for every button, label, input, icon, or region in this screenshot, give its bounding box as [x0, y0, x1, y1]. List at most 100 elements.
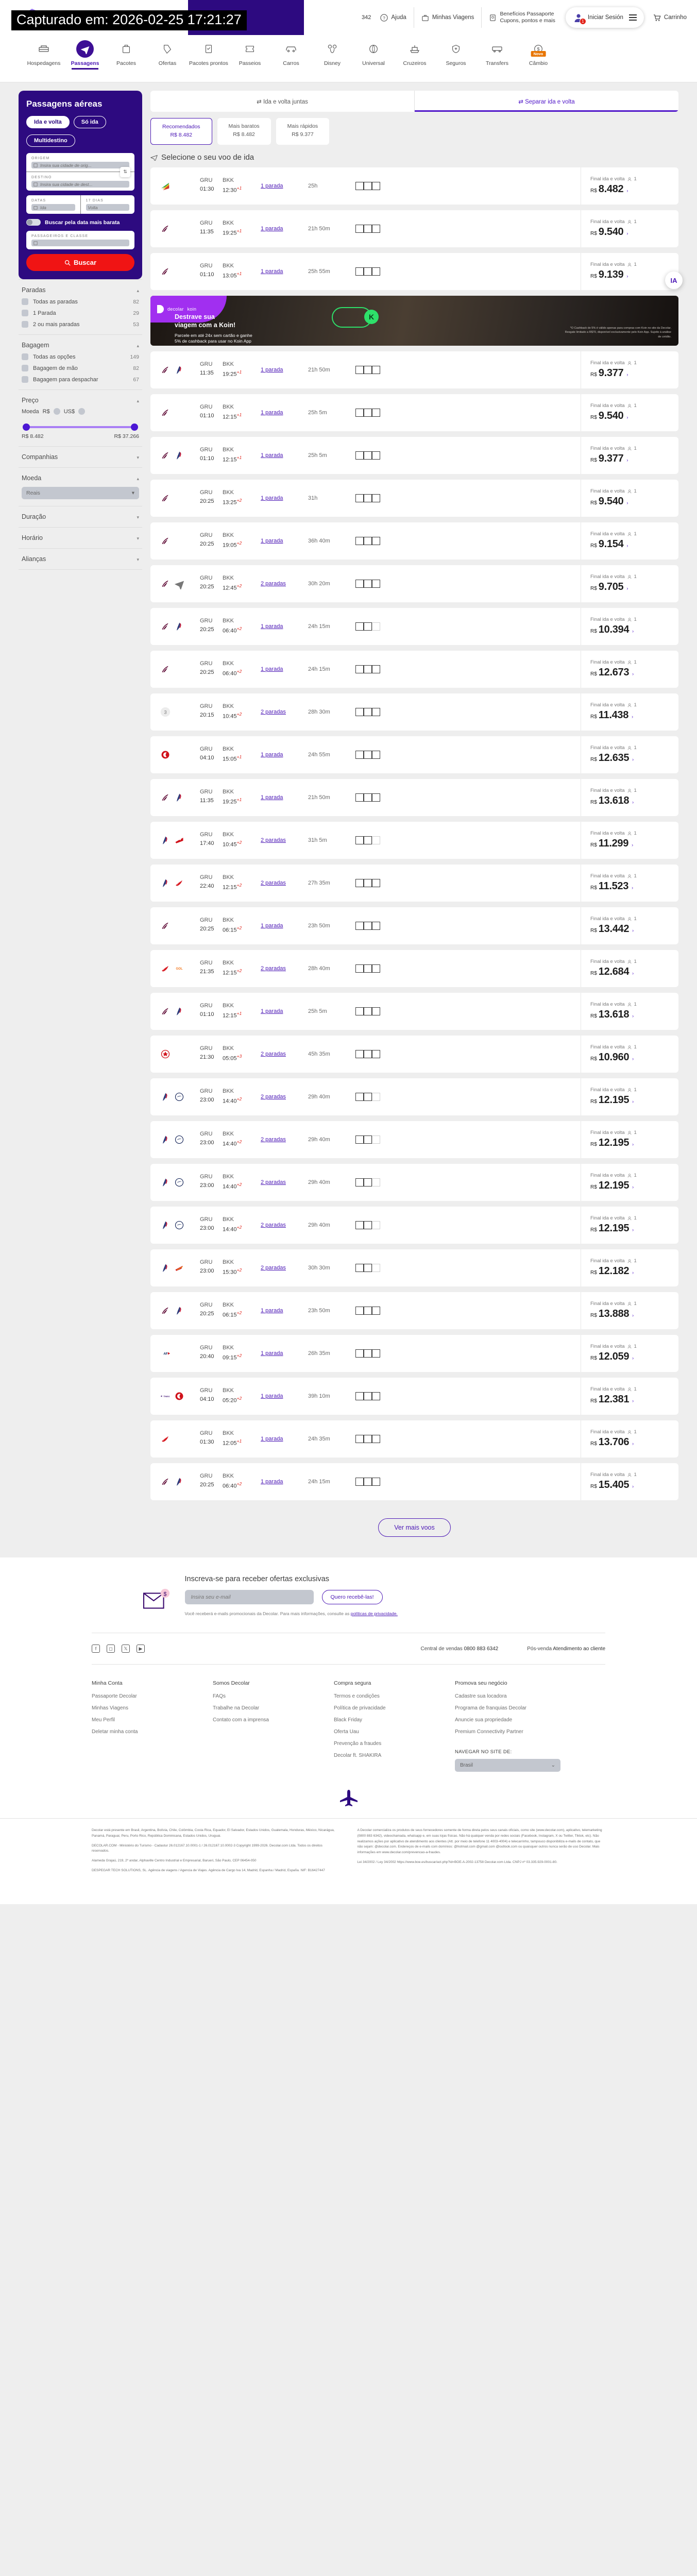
stops-link[interactable]: 1 parada — [261, 1393, 283, 1399]
sort-cheapest[interactable]: Mais baratos R$ 8.482 — [217, 118, 271, 145]
help-button[interactable]: ? Ajuda — [373, 7, 413, 28]
chevron-right-icon[interactable]: › — [632, 800, 634, 805]
search-button[interactable]: Buscar — [26, 254, 134, 271]
footer-link[interactable]: Cadastre sua locadora — [455, 1693, 507, 1700]
trip-type-oneway[interactable]: Só ida — [73, 116, 106, 128]
footer-link[interactable]: Passaporte Decolar — [92, 1693, 137, 1700]
filter-option[interactable]: Bagagem para despachar 67 — [22, 376, 139, 383]
flight-stops[interactable]: 2 paradas — [261, 837, 308, 843]
stops-link[interactable]: 1 parada — [261, 794, 283, 801]
flight-card[interactable]: GRU BKK 20:25 06:40+2 1 parada 24h 15m Final i… — [150, 650, 678, 688]
sort-recommended[interactable]: Recomendados R$ 8.482 — [150, 118, 212, 145]
nav-item-pacotes-prontos[interactable]: Pacotes prontos — [188, 37, 229, 67]
footer-link[interactable]: Trabalhe na Decolar — [213, 1705, 260, 1711]
currency-brl-radio[interactable] — [53, 408, 60, 415]
stops-link[interactable]: 1 parada — [261, 1435, 283, 1442]
checkbox[interactable] — [22, 353, 28, 360]
tab-roundtrip-together[interactable]: ⇄ Ida e volta juntas — [150, 91, 414, 112]
benefits-button[interactable]: Benefícios Passaporte Cupons, pontos e m… — [481, 7, 562, 28]
aftersale-link[interactable]: Atendimento ao cliente — [553, 1646, 605, 1652]
ai-assistant-button[interactable]: IA — [665, 272, 683, 289]
flight-stops[interactable]: 1 parada — [261, 1393, 308, 1399]
hamburger-menu-icon[interactable] — [628, 14, 637, 21]
privacy-policy-link[interactable]: políticas de privacidade. — [350, 1611, 398, 1616]
depart-date-field[interactable]: DATAS Ida — [26, 195, 80, 214]
chevron-right-icon[interactable]: › — [632, 842, 634, 848]
chevron-right-icon[interactable]: › — [632, 1441, 634, 1446]
flight-card[interactable]: GRU BKK 01:10 13:05+1 1 parada 25h 55m Final i… — [150, 252, 678, 290]
nav-item-disney[interactable]: Disney — [312, 37, 353, 67]
nav-item-passeios[interactable]: Passeios — [229, 37, 270, 67]
chevron-right-icon[interactable]: › — [626, 415, 628, 420]
checkbox[interactable] — [22, 365, 28, 371]
twitter-icon[interactable]: 𝕏 — [122, 1645, 130, 1653]
flight-card[interactable]: GRU BKK 22:40 12:15+2 2 paradas 27h 35m Final … — [150, 864, 678, 902]
stops-link[interactable]: 1 parada — [261, 1350, 283, 1357]
more-flights-button[interactable]: Ver mais voos — [378, 1518, 451, 1537]
flight-card[interactable]: GRU BKK 23:00 14:40+2 2 paradas 29h 40m Final … — [150, 1163, 678, 1201]
trip-type-multidest[interactable]: Multidestino — [26, 134, 75, 147]
cheapest-date-toggle[interactable] — [26, 219, 41, 226]
chevron-right-icon[interactable]: › — [626, 543, 628, 548]
slider-knob-min[interactable] — [23, 423, 30, 431]
flight-card[interactable]: GRU BKK 21:30 05:05+3 2 paradas 45h 35m Final … — [150, 1035, 678, 1073]
chevron-right-icon[interactable]: › — [632, 1313, 634, 1318]
return-date-field[interactable]: 17 DIAS Volta — [80, 195, 135, 214]
flight-stops[interactable]: 1 parada — [261, 268, 308, 275]
flight-stops[interactable]: 2 paradas — [261, 709, 308, 715]
flight-card[interactable]: GRU BKK 20:25 12:45+2 2 paradas 30h 20m Final … — [150, 565, 678, 602]
flight-card[interactable]: GRU BKK 20:25 06:15+2 1 parada 23h 50m Final i… — [150, 907, 678, 944]
nav-item-pacotes[interactable]: Pacotes — [106, 37, 147, 67]
youtube-icon[interactable]: ▶ — [137, 1645, 145, 1653]
flight-card[interactable]: GRU BKK 17:40 10:45+2 2 paradas 31h 5m Final i… — [150, 821, 678, 859]
flight-stops[interactable]: 1 parada — [261, 410, 308, 416]
flight-card[interactable]: GRU BKK 20:25 06:15+2 1 parada 23h 50m Final i… — [150, 1292, 678, 1329]
origin-field[interactable]: ORIGEM Insira sua cidade de orig... — [26, 153, 134, 172]
flight-stops[interactable]: 1 parada — [261, 226, 308, 232]
filter-companhias[interactable]: Companhias ▾ — [19, 446, 142, 467]
sales-phone[interactable]: 0800 883 6342 — [464, 1646, 499, 1652]
chevron-up-icon[interactable]: ▴ — [137, 398, 139, 403]
currency-select[interactable]: Reais ▾ — [22, 487, 139, 499]
nav-item-hospedagens[interactable]: Hospedagens — [23, 37, 64, 67]
stops-link[interactable]: 1 parada — [261, 409, 283, 416]
slider-knob-max[interactable] — [131, 423, 138, 431]
chevron-right-icon[interactable]: › — [632, 1484, 634, 1489]
stops-link[interactable]: 1 parada — [261, 1307, 283, 1314]
chevron-up-icon[interactable]: ▴ — [137, 343, 139, 348]
signin-button[interactable]: 1 Iniciar Sesión — [565, 7, 644, 28]
nav-item-universal[interactable]: Universal — [353, 37, 394, 67]
chevron-down-icon[interactable]: ▾ — [137, 557, 139, 562]
stops-link[interactable]: 2 paradas — [261, 580, 286, 587]
chevron-right-icon[interactable]: › — [626, 274, 628, 279]
stops-link[interactable]: 1 parada — [261, 225, 283, 232]
stops-link[interactable]: 2 paradas — [261, 708, 286, 715]
destination-field[interactable]: DESTINO Insira sua cidade de dest... — [26, 172, 134, 191]
chevron-right-icon[interactable]: › — [632, 1227, 634, 1232]
chevron-right-icon[interactable]: › — [626, 231, 628, 236]
chevron-right-icon[interactable]: › — [626, 457, 628, 463]
stops-link[interactable]: 1 parada — [261, 495, 283, 501]
chevron-right-icon[interactable]: › — [626, 188, 628, 193]
filter-duracao[interactable]: Duração ▾ — [19, 506, 142, 527]
nav-item-passagens[interactable]: Passagens — [64, 37, 106, 70]
site-country-select[interactable]: Brasil ⌄ — [455, 1759, 560, 1772]
flight-card[interactable]: GRU BKK 01:30 12:05+1 1 parada 24h 35m Final i… — [150, 1420, 678, 1458]
checkbox[interactable] — [22, 310, 28, 316]
chevron-right-icon[interactable]: › — [632, 1013, 634, 1019]
filter-aliancas[interactable]: Alianças ▾ — [19, 548, 142, 569]
stops-link[interactable]: 2 paradas — [261, 837, 286, 843]
chevron-right-icon[interactable]: › — [632, 928, 634, 933]
flight-stops[interactable]: 2 paradas — [261, 1094, 308, 1100]
chevron-down-icon[interactable]: ▾ — [137, 536, 139, 541]
nav-item-carros[interactable]: Carros — [270, 37, 312, 67]
koin-promo-banner[interactable]: decolar koin Destrave sua viagem com a Koin… — [150, 295, 678, 346]
stops-link[interactable]: 1 parada — [261, 1008, 283, 1014]
flight-stops[interactable]: 1 parada — [261, 183, 308, 189]
chevron-right-icon[interactable]: › — [632, 671, 634, 676]
chevron-right-icon[interactable]: › — [632, 1270, 634, 1275]
filter-option[interactable]: 2 ou mais paradas 53 — [22, 321, 139, 328]
trip-type-roundtrip[interactable]: Ida e volta — [26, 116, 70, 128]
chevron-right-icon[interactable]: › — [626, 586, 628, 591]
chevron-right-icon[interactable]: › — [632, 1099, 634, 1104]
